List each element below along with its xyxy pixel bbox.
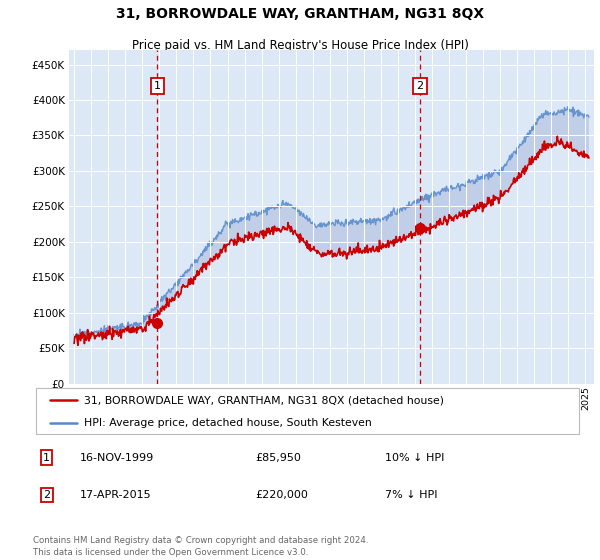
Text: 31, BORROWDALE WAY, GRANTHAM, NG31 8QX (detached house): 31, BORROWDALE WAY, GRANTHAM, NG31 8QX (… (84, 395, 444, 405)
Text: 10% ↓ HPI: 10% ↓ HPI (385, 452, 445, 463)
Text: 17-APR-2015: 17-APR-2015 (80, 490, 152, 500)
Text: £85,950: £85,950 (255, 452, 301, 463)
Text: HPI: Average price, detached house, South Kesteven: HPI: Average price, detached house, Sout… (84, 418, 371, 427)
Text: £220,000: £220,000 (255, 490, 308, 500)
Text: 1: 1 (43, 452, 50, 463)
Text: Contains HM Land Registry data © Crown copyright and database right 2024.
This d: Contains HM Land Registry data © Crown c… (33, 536, 368, 557)
Text: 2: 2 (43, 490, 50, 500)
Text: 1: 1 (154, 81, 161, 91)
Text: Price paid vs. HM Land Registry's House Price Index (HPI): Price paid vs. HM Land Registry's House … (131, 39, 469, 52)
Text: 2: 2 (416, 81, 424, 91)
Text: 31, BORROWDALE WAY, GRANTHAM, NG31 8QX: 31, BORROWDALE WAY, GRANTHAM, NG31 8QX (116, 7, 484, 21)
Text: 16-NOV-1999: 16-NOV-1999 (80, 452, 154, 463)
FancyBboxPatch shape (36, 388, 579, 434)
Text: 7% ↓ HPI: 7% ↓ HPI (385, 490, 438, 500)
